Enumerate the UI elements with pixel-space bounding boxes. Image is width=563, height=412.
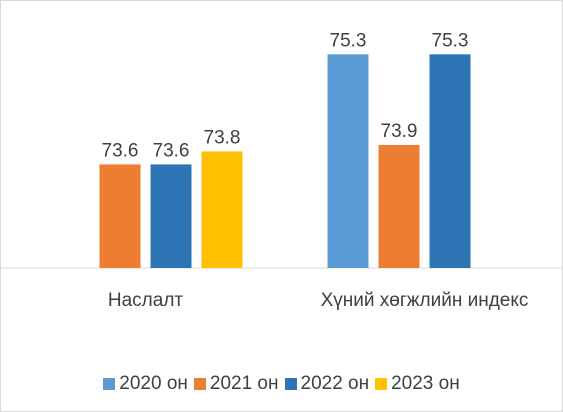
bar <box>99 164 141 268</box>
bar <box>201 151 243 268</box>
bar <box>327 54 369 269</box>
legend-swatch <box>284 378 297 390</box>
legend-label: 2020 он <box>119 373 188 394</box>
bar <box>150 164 192 268</box>
legend-item: 2020 он <box>103 373 188 395</box>
legend-swatch <box>103 378 116 390</box>
legend-item: 2021 он <box>193 373 279 395</box>
legend-label: 2021 он <box>209 373 279 394</box>
x-tick-label: Хүний хөгжлийн индекс <box>320 290 529 311</box>
data-label: 73.9 <box>381 121 418 142</box>
data-label: 73.6 <box>153 140 190 161</box>
legend-label: 2023 он <box>391 373 460 394</box>
data-label: 75.3 <box>432 30 469 51</box>
data-label: 73.8 <box>204 127 241 148</box>
x-tick-label: Наслалт <box>107 290 184 311</box>
bar <box>429 54 471 269</box>
legend-swatch <box>193 378 206 390</box>
bar <box>378 144 420 268</box>
legend-item: 2023 он <box>375 373 460 395</box>
data-label: 73.6 <box>102 140 139 161</box>
legend-item: 2022 он <box>284 373 370 395</box>
legend: 2020 он 2021 он 2022 он 2023 он <box>1 373 562 395</box>
legend-swatch <box>375 378 388 390</box>
legend-label: 2022 он <box>300 373 370 394</box>
data-label: 75.3 <box>330 30 367 51</box>
